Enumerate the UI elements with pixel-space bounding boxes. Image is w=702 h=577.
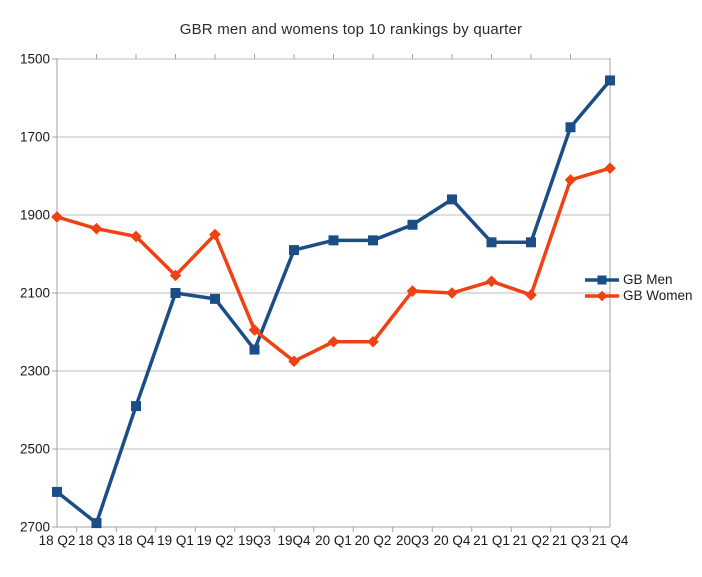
data-point-diamond-marker xyxy=(288,355,300,368)
legend-item-gb-men: GB Men xyxy=(585,272,693,288)
data-point-square-marker xyxy=(526,237,536,248)
data-point-diamond-marker xyxy=(604,162,616,174)
data-point-diamond-marker xyxy=(485,275,498,288)
data-point-diamond-marker xyxy=(248,324,261,336)
x-tick-label: 19 Q1 xyxy=(157,533,194,548)
legend-square-marker-icon xyxy=(585,275,619,285)
data-point-square-marker xyxy=(447,194,457,205)
data-point-square-marker xyxy=(368,235,378,246)
data-point-square-marker xyxy=(170,288,181,298)
data-point-square-marker xyxy=(52,486,62,497)
x-tick-label: 19Q3 xyxy=(238,533,271,548)
data-point-diamond-marker xyxy=(446,287,458,299)
data-point-square-marker xyxy=(565,122,576,133)
y-tick-label: 1900 xyxy=(20,208,50,223)
data-point-diamond-marker xyxy=(327,335,340,348)
x-tick-label: 18 Q2 xyxy=(39,533,76,548)
x-tick-label: 20 Q4 xyxy=(434,533,471,548)
legend: GB Men GB Women xyxy=(585,272,693,304)
data-point-square-marker xyxy=(210,293,220,304)
y-tick-label: 2300 xyxy=(20,364,50,379)
series-line-gb-men xyxy=(55,79,612,525)
y-tick-label: 2700 xyxy=(20,520,50,535)
data-point-diamond-marker xyxy=(51,211,63,223)
y-tick-label: 2100 xyxy=(20,286,50,301)
x-tick-label: 21 Q3 xyxy=(552,533,589,548)
data-point-square-marker xyxy=(249,344,260,355)
data-point-diamond-marker xyxy=(564,174,577,186)
data-point-square-marker xyxy=(289,245,299,256)
data-point-square-marker xyxy=(486,237,497,248)
data-point-diamond-marker xyxy=(130,230,142,243)
data-point-square-marker xyxy=(407,219,418,230)
y-tick-label: 2500 xyxy=(20,442,50,457)
data-point-square-marker xyxy=(605,75,615,86)
y-tick-label: 1700 xyxy=(20,130,50,145)
x-tick-label: 18 Q3 xyxy=(78,533,115,548)
series-line-gb-women xyxy=(56,166,611,363)
data-point-square-marker xyxy=(328,235,339,246)
data-point-diamond-marker xyxy=(90,222,103,235)
x-tick-label: 20 Q1 xyxy=(315,533,352,548)
data-point-diamond-marker xyxy=(367,335,379,348)
x-tick-label: 21 Q4 xyxy=(592,533,629,548)
legend-label-gb-women: GB Women xyxy=(623,288,693,303)
data-point-square-marker xyxy=(131,401,141,412)
legend-label-gb-men: GB Men xyxy=(623,272,673,287)
data-point-diamond-marker xyxy=(525,289,537,301)
x-tick-label: 20 Q2 xyxy=(355,533,392,548)
x-tick-label: 21 Q2 xyxy=(513,533,550,548)
data-point-diamond-marker xyxy=(209,228,221,241)
x-tick-label: 21 Q1 xyxy=(473,533,510,548)
x-tick-label: 18 Q4 xyxy=(118,533,155,548)
chart-title: GBR men and womens top 10 rankings by qu… xyxy=(179,21,523,38)
legend-diamond-marker-icon xyxy=(585,290,619,302)
y-tick-label: 1500 xyxy=(20,52,50,67)
x-tick-label: 19 Q2 xyxy=(197,533,234,548)
legend-item-gb-women: GB Women xyxy=(585,288,693,304)
x-tick-label: 19Q4 xyxy=(277,533,311,548)
data-point-square-marker xyxy=(91,518,102,529)
x-tick-label: 20Q3 xyxy=(396,533,429,548)
